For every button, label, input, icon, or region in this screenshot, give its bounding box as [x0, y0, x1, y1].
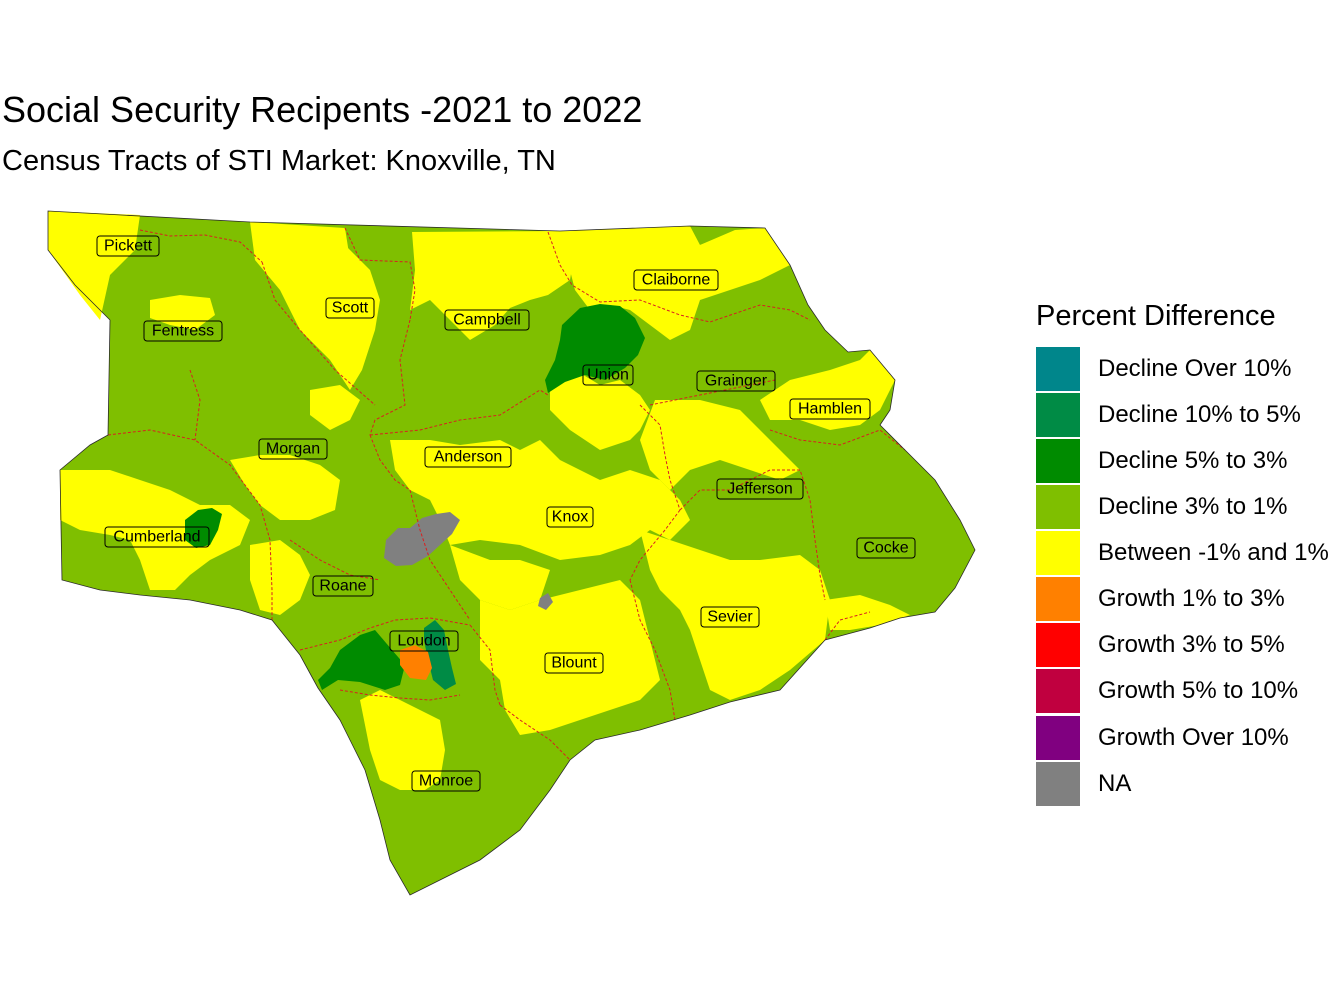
svg-text:Claiborne: Claiborne [642, 272, 711, 289]
svg-text:Hamblen: Hamblen [798, 401, 862, 418]
na-tracts [384, 512, 553, 610]
svg-text:Campbell: Campbell [453, 312, 521, 329]
legend-swatch [1036, 577, 1080, 621]
county-label-blount: Blount [544, 652, 604, 674]
legend-swatch [1036, 716, 1080, 760]
svg-text:Sevier: Sevier [707, 609, 753, 626]
svg-text:Pickett: Pickett [104, 238, 153, 255]
county-label-campbell: Campbell [444, 309, 530, 331]
svg-text:Knox: Knox [552, 509, 588, 526]
svg-text:Blount: Blount [551, 655, 597, 672]
legend-label: Growth 3% to 5% [1098, 631, 1285, 658]
legend-title: Percent Difference [1036, 300, 1276, 332]
svg-text:Anderson: Anderson [434, 449, 503, 466]
county-label-cumberland: Cumberland [104, 526, 210, 548]
legend-label: Growth 1% to 3% [1098, 585, 1285, 612]
legend-label: Decline Over 10% [1098, 355, 1292, 382]
county-boundaries [107, 227, 906, 761]
county-labels: Pickett Scott Campbell Claiborne Fentres… [96, 235, 916, 792]
county-label-anderson: Anderson [424, 446, 512, 468]
svg-text:Union: Union [587, 367, 629, 384]
county-label-union: Union [582, 364, 634, 386]
legend-label: Decline 3% to 1% [1098, 493, 1288, 520]
svg-text:Cocke: Cocke [863, 540, 908, 557]
legend-swatch [1036, 439, 1080, 483]
county-label-jefferson: Jefferson [716, 478, 804, 500]
map-subtitle: Census Tracts of STI Market: Knoxville, … [2, 145, 556, 177]
svg-text:Fentress: Fentress [152, 323, 214, 340]
svg-text:Morgan: Morgan [266, 441, 320, 458]
darkgreen-tracts [185, 304, 645, 690]
region-outline [48, 211, 975, 895]
map-title: Social Security Recipents -2021 to 2022 [2, 89, 643, 130]
county-label-pickett: Pickett [96, 235, 160, 257]
legend-swatch [1036, 485, 1080, 529]
market-border [47, 210, 976, 896]
teal-green-tracts [424, 620, 456, 690]
legend-swatch [1036, 623, 1080, 667]
county-label-cocke: Cocke [856, 537, 916, 559]
county-label-hamblen: Hamblen [789, 398, 871, 420]
legend-swatch [1036, 531, 1080, 575]
legend-label: Growth 5% to 10% [1098, 677, 1299, 704]
county-label-knox: Knox [546, 506, 594, 528]
county-label-sevier: Sevier [700, 606, 760, 628]
legend-label: NA [1098, 770, 1132, 797]
county-label-roane: Roane [312, 575, 374, 597]
yellow-tracts [48, 211, 910, 790]
svg-text:Scott: Scott [332, 300, 369, 317]
legend-label: Decline 5% to 3% [1098, 447, 1288, 474]
orange-tracts [400, 645, 432, 680]
svg-text:Jefferson: Jefferson [727, 481, 793, 498]
svg-text:Grainger: Grainger [705, 373, 768, 390]
county-label-grainger: Grainger [696, 370, 776, 392]
county-label-claiborne: Claiborne [633, 269, 719, 291]
county-label-morgan: Morgan [258, 438, 328, 460]
legend-swatch [1036, 393, 1080, 437]
svg-text:Cumberland: Cumberland [113, 529, 200, 546]
legend-swatch [1036, 669, 1080, 713]
county-label-monroe: Monroe [411, 770, 481, 792]
svg-text:Loudon: Loudon [397, 633, 450, 650]
legend-label: Between -1% and 1% [1098, 539, 1329, 566]
legend-swatch [1036, 347, 1080, 391]
svg-text:Monroe: Monroe [419, 773, 473, 790]
county-label-fentress: Fentress [143, 320, 223, 342]
county-label-loudon: Loudon [389, 630, 459, 652]
county-label-scott: Scott [325, 297, 375, 319]
legend-label: Decline 10% to 5% [1098, 401, 1301, 428]
svg-text:Roane: Roane [319, 578, 366, 595]
legend-label: Growth Over 10% [1098, 724, 1289, 751]
legend-swatch [1036, 762, 1080, 806]
